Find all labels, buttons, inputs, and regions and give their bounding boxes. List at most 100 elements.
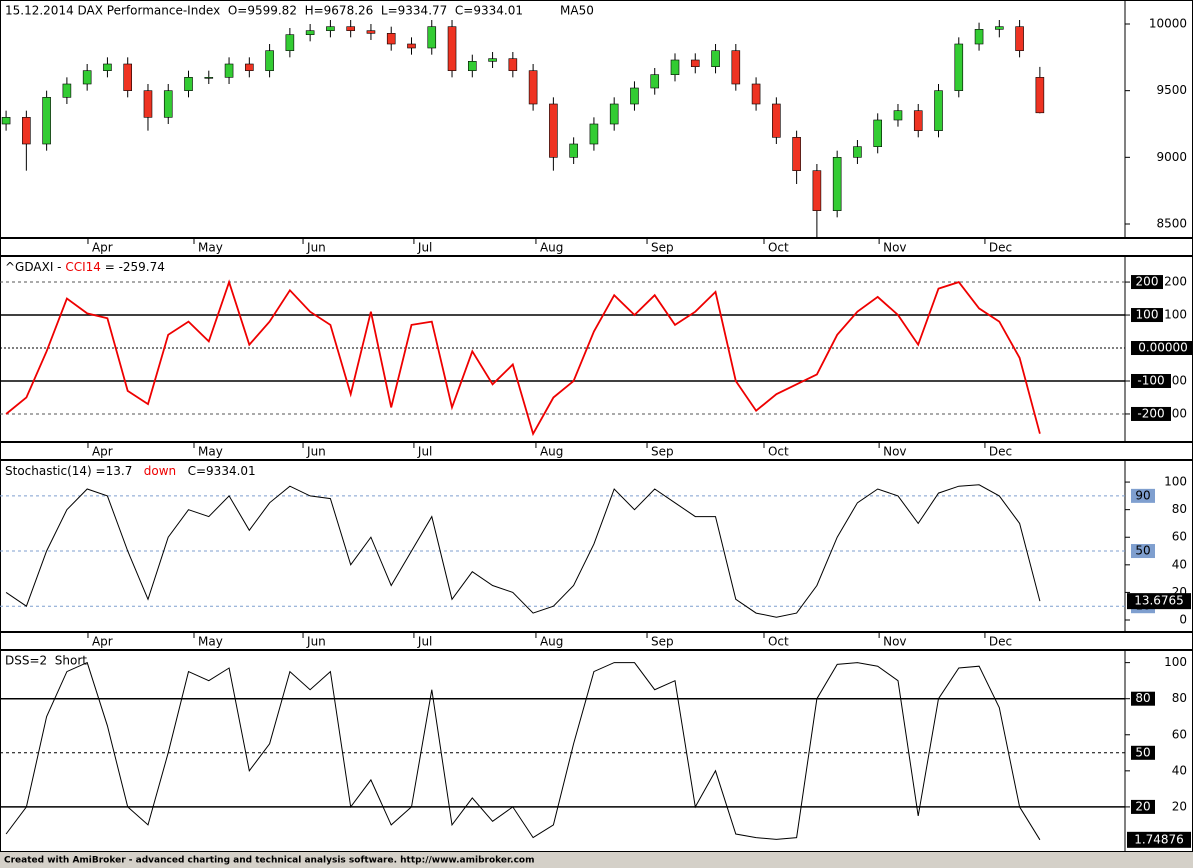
level-box bbox=[1131, 406, 1171, 421]
y-tick-label: 80 bbox=[1172, 502, 1187, 516]
x-tick-label: Jul bbox=[417, 635, 432, 649]
candle-body bbox=[447, 26, 457, 71]
candle-body bbox=[690, 59, 700, 67]
x-tick-label: Sep bbox=[651, 445, 674, 459]
x-tick-label: Jun bbox=[306, 635, 326, 649]
x-tick-label: May bbox=[198, 445, 223, 459]
y-tick-label: 100 bbox=[1164, 655, 1187, 669]
y-tick-label: 20 bbox=[1172, 799, 1187, 813]
x-tick-label: Nov bbox=[883, 445, 906, 459]
level-label: 50 bbox=[1135, 745, 1150, 759]
candle-body bbox=[143, 90, 153, 118]
y-tick-label: 10000 bbox=[1149, 17, 1187, 31]
candle-body bbox=[609, 103, 619, 125]
candle-body bbox=[812, 170, 822, 211]
level-box bbox=[1131, 745, 1155, 760]
level-label: -100 bbox=[1137, 373, 1164, 387]
candle-body bbox=[792, 137, 801, 171]
x-tick-label: Oct bbox=[768, 445, 789, 459]
level-label: 50 bbox=[1135, 544, 1150, 558]
x-tick-label: Jun bbox=[306, 241, 326, 255]
level-box bbox=[1131, 275, 1163, 290]
level-label: 20 bbox=[1135, 799, 1150, 813]
series-line bbox=[5, 279, 1041, 437]
x-tick-label: Dec bbox=[989, 635, 1012, 649]
candle-body bbox=[772, 103, 781, 138]
level-box bbox=[1131, 544, 1155, 559]
title-part: = -259.74 bbox=[101, 260, 165, 274]
footer-bar bbox=[0, 852, 1193, 868]
level-box bbox=[1131, 799, 1155, 814]
candle-body bbox=[569, 143, 578, 158]
x-tick-label: May bbox=[198, 635, 223, 649]
x-tick-label: Aug bbox=[540, 241, 563, 255]
candle-body bbox=[731, 50, 741, 85]
level-label: -200 bbox=[1137, 406, 1164, 420]
y-tick-label: 8500 bbox=[1156, 217, 1187, 231]
plot-area bbox=[0, 484, 1125, 618]
candle-body bbox=[1, 117, 11, 125]
candle-body bbox=[467, 61, 477, 71]
x-tick-label: Apr bbox=[92, 445, 113, 459]
x-tick-label: Oct bbox=[768, 241, 789, 255]
candle-body bbox=[528, 70, 538, 105]
candle-body bbox=[103, 63, 112, 71]
candle-body bbox=[995, 26, 1004, 30]
candle-body bbox=[305, 30, 315, 35]
panel-title: ^GDAXI - CCI14 = -259.74 bbox=[5, 260, 165, 274]
level-box bbox=[1131, 691, 1155, 706]
y-tick-label: 60 bbox=[1172, 530, 1187, 544]
last-value-label: 1.74876 bbox=[1134, 832, 1184, 846]
candle-body bbox=[22, 117, 31, 145]
title-part: Stochastic(14) =13.7 bbox=[5, 464, 144, 478]
x-tick-label: Aug bbox=[540, 635, 563, 649]
level-label: 80 bbox=[1135, 691, 1150, 705]
month-strip bbox=[0, 632, 1193, 650]
x-tick-label: Jun bbox=[306, 445, 326, 459]
candle-body bbox=[265, 50, 274, 71]
y-tick-label: 40 bbox=[1172, 763, 1187, 777]
candle-body bbox=[670, 59, 680, 75]
panel-frame bbox=[0, 650, 1193, 852]
level-box bbox=[1131, 488, 1155, 503]
candle-body bbox=[386, 33, 396, 45]
level-box bbox=[1131, 308, 1163, 323]
candle-body bbox=[974, 29, 984, 45]
candle-body bbox=[224, 63, 234, 78]
month-strip bbox=[0, 238, 1193, 256]
y-tick-label: 200 bbox=[1164, 275, 1187, 289]
y-tick-label: 9500 bbox=[1156, 83, 1187, 97]
title-part: ^GDAXI - bbox=[5, 260, 65, 274]
x-tick-label: Nov bbox=[883, 635, 906, 649]
candle-body bbox=[42, 97, 51, 145]
candle-body bbox=[650, 74, 660, 89]
y-tick-label: 0 bbox=[1179, 613, 1187, 627]
series-line bbox=[5, 661, 1041, 841]
panel-title: 15.12.2014 DAX Performance-Index O=9599.… bbox=[5, 4, 523, 18]
month-strip bbox=[0, 442, 1193, 460]
title-part: C=9334.01 bbox=[176, 464, 256, 478]
y-tick-label: 9000 bbox=[1156, 150, 1187, 164]
footer-text: Created with AmiBroker - advanced charti… bbox=[4, 856, 534, 866]
panel-frame bbox=[0, 0, 1193, 238]
y-tick-label: 60 bbox=[1172, 727, 1187, 741]
x-tick-label: Jul bbox=[417, 445, 432, 459]
panel-title: Stochastic(14) =13.7 down C=9334.01 bbox=[5, 464, 256, 478]
plot-area bbox=[1, 20, 1045, 238]
title-part: down bbox=[144, 464, 176, 478]
candle-body bbox=[366, 30, 376, 34]
x-tick-label: Apr bbox=[92, 635, 113, 649]
panel-title: DSS=2 Short bbox=[5, 654, 87, 668]
level-label: 90 bbox=[1135, 488, 1150, 502]
last-value-box bbox=[1127, 831, 1191, 848]
level-box bbox=[1131, 373, 1171, 388]
x-tick-label: Nov bbox=[883, 241, 906, 255]
candle-body bbox=[82, 70, 92, 85]
candle-body bbox=[346, 26, 355, 31]
candle-body bbox=[893, 110, 903, 121]
y-tick-label: 100 bbox=[1164, 308, 1187, 322]
candle-body bbox=[853, 146, 862, 158]
level-label: 100 bbox=[1136, 308, 1159, 322]
